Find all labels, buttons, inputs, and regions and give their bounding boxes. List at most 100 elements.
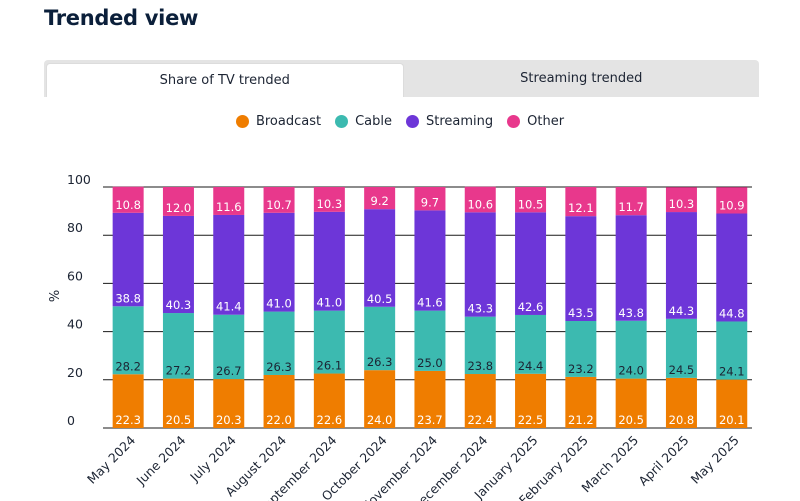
legend-item-streaming[interactable]: Streaming xyxy=(405,114,493,129)
bar-segment-other xyxy=(716,187,748,214)
bar-segment-streaming xyxy=(565,216,597,321)
bar-segment-cable xyxy=(414,310,446,371)
bar-segment-broadcast xyxy=(716,379,748,428)
data-label: 10.3 xyxy=(669,197,695,211)
data-label: 24.0 xyxy=(367,413,393,427)
x-tick-label: May 2024 xyxy=(84,432,138,486)
bar-segment-broadcast xyxy=(414,370,446,428)
data-label: 23.8 xyxy=(467,359,493,373)
bar-segment-broadcast xyxy=(665,377,697,428)
data-label: 20.8 xyxy=(669,413,695,427)
y-tick-label: 60 xyxy=(67,268,83,283)
bar-segment-other xyxy=(665,187,697,213)
legend-dot-icon xyxy=(235,115,249,128)
data-label: 22.3 xyxy=(115,413,141,427)
bar-segment-streaming xyxy=(716,213,748,322)
bar-segment-cable xyxy=(313,310,345,374)
bar-segment-streaming xyxy=(364,209,396,307)
bar-segment-other xyxy=(414,187,446,211)
bar-segment-cable xyxy=(364,306,396,371)
tab-streaming-trended[interactable]: Streaming trended xyxy=(520,71,643,86)
bar-segment-broadcast xyxy=(313,373,345,428)
data-label: 43.3 xyxy=(467,302,493,316)
y-tick-label: 100 xyxy=(67,172,91,187)
bar-segment-cable xyxy=(112,306,144,375)
bar-segment-streaming xyxy=(162,215,194,314)
data-label: 43.8 xyxy=(618,306,644,320)
legend-label: Other xyxy=(527,114,565,129)
legend-item-other[interactable]: Other xyxy=(507,114,564,129)
x-tick-label: May 2025 xyxy=(688,433,742,487)
data-label: 10.6 xyxy=(467,197,493,211)
data-label: 24.0 xyxy=(618,364,644,378)
data-label: 12.0 xyxy=(166,201,192,215)
data-label: 41.0 xyxy=(317,296,343,310)
x-tick-label: June 2024 xyxy=(133,432,189,488)
data-label: 10.5 xyxy=(518,197,544,211)
bar-segment-broadcast xyxy=(515,373,547,428)
x-tick-label: July 2024 xyxy=(186,432,239,485)
legend-dot-icon xyxy=(405,115,419,128)
data-label: 26.3 xyxy=(367,355,393,369)
data-label: 22.5 xyxy=(518,413,544,427)
bar-segment-other xyxy=(213,187,245,215)
data-label: 20.1 xyxy=(719,413,745,427)
bar-segment-other xyxy=(112,186,144,213)
y-tick-label: 20 xyxy=(67,365,83,380)
chart-legend: Broadcast Cable Streaming Other xyxy=(0,114,800,129)
bar-segment-cable xyxy=(716,321,748,380)
data-label: 41.6 xyxy=(417,296,443,310)
legend-label: Cable xyxy=(355,114,392,129)
data-label: 26.3 xyxy=(266,360,292,374)
data-label: 38.8 xyxy=(115,291,141,305)
data-label: 24.4 xyxy=(518,359,544,373)
bar-segment-streaming xyxy=(464,212,496,317)
bar-segment-other xyxy=(615,187,647,216)
bar-segment-broadcast xyxy=(112,374,144,428)
data-label: 24.1 xyxy=(719,365,745,379)
bar-segment-cable xyxy=(665,318,697,378)
view-tabs: Share of TV trended Streaming trended xyxy=(44,60,759,97)
data-label: 42.6 xyxy=(518,300,544,314)
y-tick-label: 0 xyxy=(67,413,75,428)
data-label: 44.8 xyxy=(719,306,745,320)
bar-segment-broadcast xyxy=(464,374,496,428)
bar-segment-streaming xyxy=(263,212,295,312)
x-tick-label: April 2025 xyxy=(635,433,691,489)
data-label: 28.2 xyxy=(115,359,141,373)
data-label: 11.6 xyxy=(216,200,242,214)
bar-segment-other xyxy=(263,187,295,213)
bar-segment-broadcast xyxy=(162,378,194,428)
bar-segment-cable xyxy=(615,320,647,379)
bar-segment-streaming xyxy=(615,215,647,321)
y-tick-label: 80 xyxy=(67,220,83,235)
data-label: 43.5 xyxy=(568,306,594,320)
bar-segment-broadcast xyxy=(615,378,647,428)
data-label: 10.3 xyxy=(317,197,343,211)
bar-segment-cable xyxy=(213,314,245,380)
legend-label: Broadcast xyxy=(255,114,322,129)
bar-segment-other xyxy=(464,186,496,213)
data-label: 9.2 xyxy=(371,194,389,208)
page-title: Trended view xyxy=(44,6,199,30)
bar-segment-other xyxy=(364,187,396,210)
legend-item-cable[interactable]: Cable xyxy=(335,114,392,129)
bar-segment-cable xyxy=(515,314,547,374)
legend-item-broadcast[interactable]: Broadcast xyxy=(235,114,322,129)
data-label: 40.5 xyxy=(367,292,393,306)
data-label: 24.5 xyxy=(669,363,695,377)
y-axis-label: % xyxy=(48,290,63,302)
bar-segment-broadcast xyxy=(263,374,295,428)
tab-share-of-tv-trended[interactable]: Share of TV trended xyxy=(46,63,404,97)
bar-segment-cable xyxy=(464,316,496,375)
bar-segment-cable xyxy=(565,320,597,377)
data-label: 12.1 xyxy=(568,201,594,215)
data-label: 20.3 xyxy=(216,413,242,427)
data-label: 26.1 xyxy=(317,359,343,373)
bar-segment-streaming xyxy=(414,210,446,311)
bar-segment-other xyxy=(515,187,547,213)
data-label: 44.3 xyxy=(669,304,695,318)
data-label: 20.5 xyxy=(618,413,644,427)
bar-segment-broadcast xyxy=(213,379,245,428)
